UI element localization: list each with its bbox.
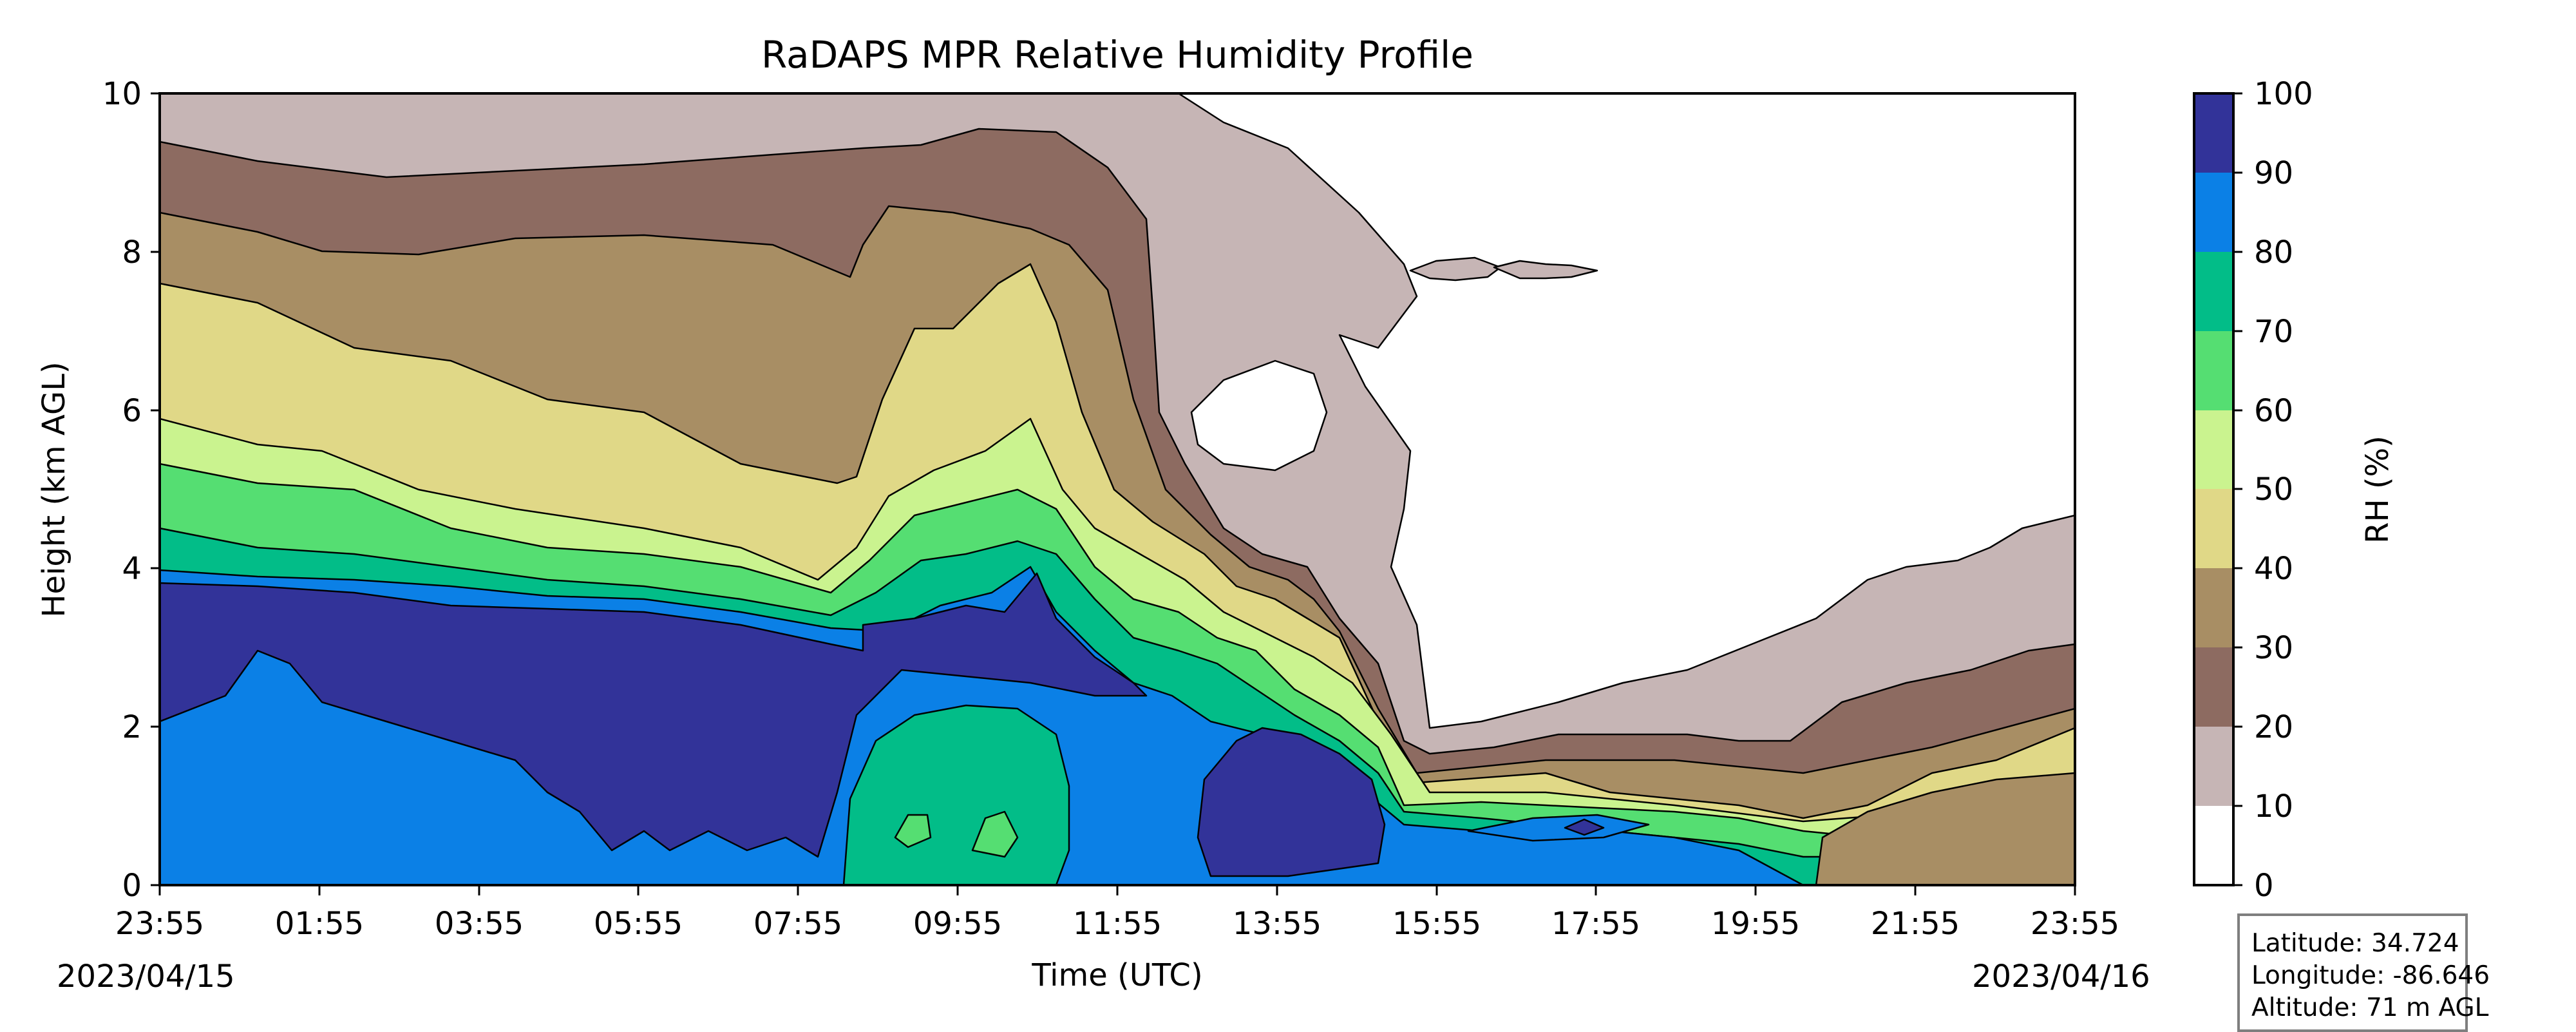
- x-tick-label: 23:55: [2031, 906, 2119, 942]
- colorbar-tick-label: 10: [2254, 788, 2293, 825]
- band-90-100-lens: [1564, 818, 1605, 836]
- band-10-20-hole: [1190, 359, 1328, 472]
- x-axis: [158, 885, 2076, 895]
- y-tick-label: 0: [122, 868, 142, 904]
- chart-title: RaDAPS MPR Relative Humidity Profile: [761, 33, 1473, 77]
- band-30-40-right: [1815, 772, 2075, 885]
- altitude-label: Altitude: 71 m AGL: [2251, 993, 2489, 1022]
- x-tick-label: 01:55: [275, 906, 364, 942]
- colorbar-tick-label: 80: [2254, 234, 2293, 271]
- colorbar-tick-label: 50: [2254, 472, 2293, 508]
- colorbar-tick-label: 70: [2254, 314, 2293, 350]
- colorbar-segment-3: [2194, 568, 2233, 647]
- start-date: 2023/04/15: [57, 959, 235, 995]
- x-tick-label: 05:55: [594, 906, 683, 942]
- x-tick-label: 17:55: [1551, 906, 1640, 942]
- colorbar: 0 10 20 30 40 50 60 70 80 90 100 RH (%): [2193, 76, 2396, 904]
- colorbar-segment-8: [2194, 173, 2233, 252]
- station-info-box: Latitude: 34.724 Longitude: -86.646 Alti…: [2237, 913, 2490, 1032]
- x-tick-label: 09:55: [913, 906, 1002, 942]
- end-date: 2023/04/16: [1972, 959, 2150, 995]
- x-axis-label: Time (UTC): [1031, 957, 1202, 993]
- band-10-20-spots: [1493, 260, 1598, 280]
- colorbar-segment-1: [2194, 727, 2233, 806]
- latitude-label: Latitude: 34.724: [2251, 929, 2459, 958]
- band-90-100-lower: [1197, 727, 1386, 877]
- colorbar-label: RH (%): [2360, 435, 2396, 544]
- band-60-70-spot: [971, 810, 1019, 858]
- rh-contour-field: [160, 93, 2075, 885]
- colorbar-tick-label: 60: [2254, 393, 2293, 429]
- longitude-label: Longitude: -86.646: [2251, 961, 2490, 990]
- x-tick-label: 13:55: [1233, 906, 1321, 942]
- x-tick-label: 19:55: [1711, 906, 1800, 942]
- x-tick-label: 23:55: [115, 906, 204, 942]
- y-axis: [151, 92, 160, 886]
- colorbar-tick-label: 40: [2254, 551, 2293, 587]
- colorbar-segment-7: [2194, 252, 2233, 331]
- y-tick-label: 4: [122, 551, 142, 587]
- colorbar-tick-label: 100: [2254, 76, 2313, 112]
- colorbar-segment-9: [2194, 93, 2233, 173]
- x-tick-label: 03:55: [435, 906, 524, 942]
- band-80-90-lens: [1467, 814, 1650, 842]
- band-10-20-streaks: [1409, 256, 1502, 282]
- x-tick-label: 07:55: [753, 906, 842, 942]
- band-90-100-upper: [160, 572, 1148, 858]
- colorbar-tick-label: 30: [2254, 630, 2293, 666]
- y-tick-label: 8: [122, 234, 142, 271]
- y-tick-label: 2: [122, 709, 142, 745]
- x-tick-label: 15:55: [1392, 906, 1481, 942]
- x-tick-label: 11:55: [1073, 906, 1162, 942]
- y-tick-label: 10: [102, 76, 142, 112]
- colorbar-tick-label: 20: [2254, 709, 2293, 745]
- colorbar-tick-label: 0: [2254, 868, 2274, 904]
- colorbar-segment-4: [2194, 489, 2233, 568]
- y-tick-label: 6: [122, 393, 142, 429]
- band-60-70-spot2: [894, 814, 932, 848]
- y-axis-label: Height (km AGL): [36, 361, 72, 617]
- colorbar-tick-label: 90: [2254, 155, 2293, 191]
- x-tick-label: 21:55: [1871, 906, 1960, 942]
- colorbar-segment-5: [2194, 410, 2233, 489]
- colorbar-segment-6: [2194, 331, 2233, 410]
- colorbar-segment-0: [2194, 806, 2233, 885]
- colorbar-segment-2: [2194, 647, 2233, 727]
